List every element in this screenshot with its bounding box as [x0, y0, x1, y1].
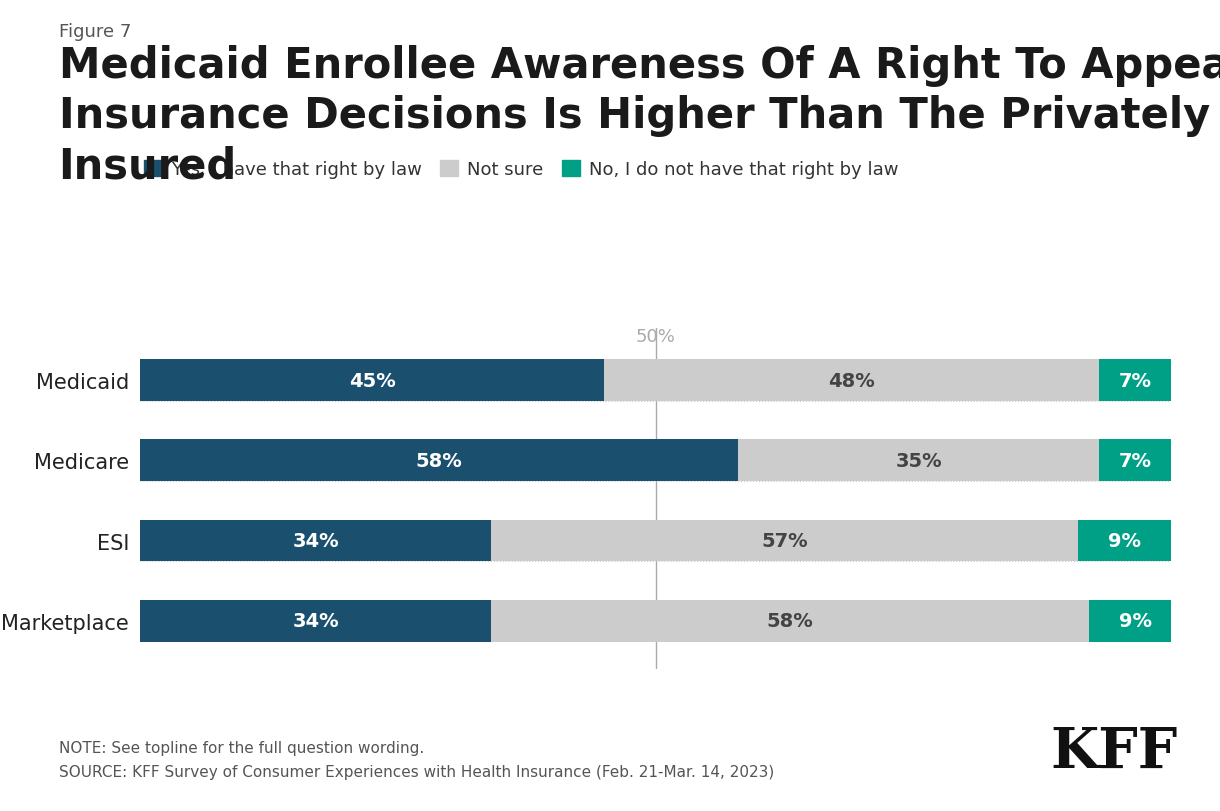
Bar	[1099, 440, 1171, 482]
Bar	[140, 520, 490, 562]
Text: 45%: 45%	[349, 371, 395, 390]
Bar	[738, 440, 1099, 482]
Text: Medicaid Enrollee Awareness Of A Right To Appeal
Insurance Decisions Is Higher T: Medicaid Enrollee Awareness Of A Right T…	[59, 45, 1220, 187]
Text: 9%: 9%	[1119, 611, 1152, 630]
Text: 9%: 9%	[1108, 531, 1141, 551]
Text: NOTE: See topline for the full question wording.
SOURCE: KFF Survey of Consumer : NOTE: See topline for the full question …	[59, 740, 773, 779]
Text: 35%: 35%	[895, 451, 942, 470]
Bar	[1099, 360, 1171, 401]
Text: KFF: KFF	[1050, 723, 1177, 779]
Bar	[490, 520, 1078, 562]
Text: 57%: 57%	[761, 531, 808, 551]
Text: 7%: 7%	[1119, 371, 1152, 390]
Bar	[1088, 600, 1181, 642]
Text: 50%: 50%	[636, 328, 676, 345]
Bar	[604, 360, 1099, 401]
Bar	[140, 600, 490, 642]
Bar	[140, 360, 604, 401]
Bar	[1078, 520, 1171, 562]
Text: Figure 7: Figure 7	[59, 23, 131, 41]
Text: 48%: 48%	[828, 371, 875, 390]
Bar	[490, 600, 1088, 642]
Legend: Yes, I have that right by law, Not sure, No, I do not have that right by law: Yes, I have that right by law, Not sure,…	[144, 161, 898, 178]
Bar	[140, 440, 738, 482]
Text: 58%: 58%	[416, 451, 462, 470]
Text: 7%: 7%	[1119, 451, 1152, 470]
Text: 34%: 34%	[293, 531, 339, 551]
Text: 34%: 34%	[293, 611, 339, 630]
Text: 58%: 58%	[766, 611, 814, 630]
